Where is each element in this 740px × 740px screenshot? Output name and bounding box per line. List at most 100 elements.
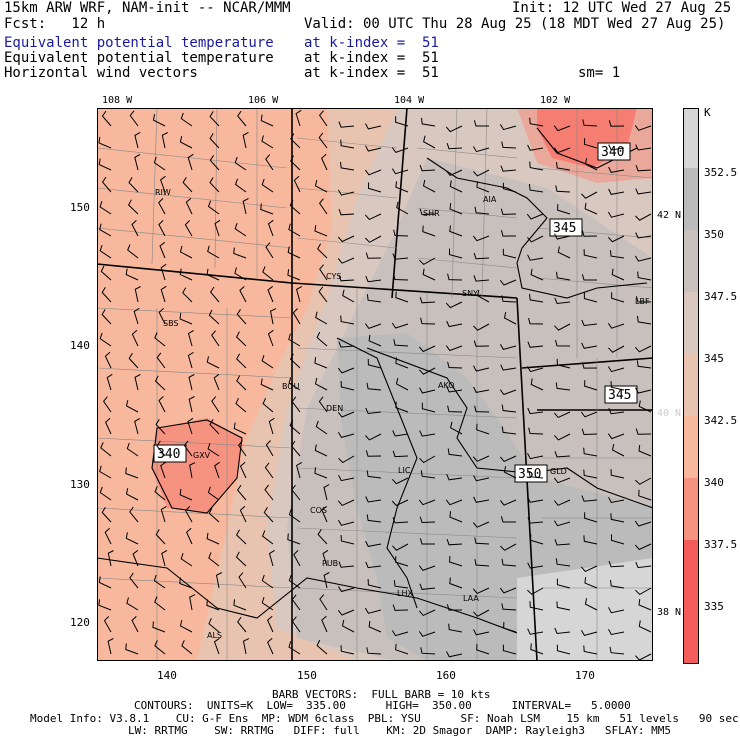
wind-barb bbox=[472, 521, 490, 528]
fill-region-3525 bbox=[517, 558, 653, 661]
wind-barb bbox=[473, 629, 490, 636]
wind-barb bbox=[447, 405, 463, 413]
wind-barb bbox=[395, 556, 409, 567]
wind-barb bbox=[235, 529, 247, 545]
wind-barb bbox=[528, 427, 544, 435]
wind-barb bbox=[527, 496, 544, 503]
wind-barb bbox=[581, 428, 598, 436]
wind-barb bbox=[320, 153, 328, 171]
wind-barb bbox=[209, 111, 220, 127]
valid-time: Valid: 00 UTC Thu 28 Aug 25 (18 MDT Wed … bbox=[304, 16, 726, 32]
wind-barb bbox=[365, 450, 382, 457]
wind-barb bbox=[185, 197, 193, 215]
wind-barb bbox=[208, 507, 220, 523]
wind-barb bbox=[160, 461, 166, 479]
wind-barb bbox=[500, 516, 516, 523]
wind-barb bbox=[553, 147, 571, 154]
wind-barb bbox=[242, 198, 249, 215]
wind-barb bbox=[365, 145, 382, 152]
wind-barb bbox=[289, 419, 301, 435]
wind-barb bbox=[106, 373, 113, 391]
wind-barb bbox=[101, 287, 112, 303]
contour-lines bbox=[97, 127, 653, 634]
wind-barb bbox=[365, 540, 382, 547]
cbar-seg bbox=[683, 168, 699, 230]
wind-barb bbox=[418, 565, 436, 571]
wind-barb bbox=[264, 462, 274, 479]
field-3-level: at k-index = 51 bbox=[304, 65, 439, 81]
wind-barb bbox=[556, 644, 571, 655]
wind-barb bbox=[337, 235, 355, 243]
colorbar-label: 352.5 bbox=[704, 166, 738, 179]
wind-barb bbox=[553, 411, 571, 419]
wind-barb bbox=[449, 511, 463, 523]
wind-barb bbox=[554, 627, 571, 635]
wind-barb bbox=[447, 273, 463, 281]
wind-barb bbox=[635, 144, 652, 151]
wind-barb bbox=[184, 220, 193, 237]
wind-barb bbox=[422, 179, 436, 193]
wind-barb bbox=[584, 202, 598, 215]
wind-barb bbox=[611, 534, 625, 545]
wind-barb bbox=[99, 486, 112, 501]
wind-barb bbox=[235, 331, 247, 347]
wind-barb bbox=[499, 455, 517, 463]
wind-barb bbox=[156, 440, 166, 457]
wind-barb bbox=[635, 477, 652, 485]
wind-barb bbox=[315, 311, 328, 325]
wind-barb bbox=[160, 175, 166, 193]
wind-barb bbox=[473, 120, 489, 127]
wind-barb bbox=[499, 389, 517, 396]
wind-barb bbox=[392, 604, 409, 611]
wind-barb bbox=[207, 486, 220, 501]
model-title: 15km ARW WRF, NAM-init -- NCAR/MMM bbox=[4, 0, 291, 16]
wind-barb bbox=[268, 549, 275, 567]
wind-barb bbox=[314, 467, 328, 479]
wind-barb bbox=[125, 467, 139, 479]
wind-barb bbox=[366, 470, 382, 479]
wind-barb bbox=[235, 551, 247, 567]
wind-barb bbox=[340, 534, 355, 545]
wind-barb bbox=[395, 181, 409, 193]
wind-barb bbox=[153, 574, 166, 589]
wind-barb bbox=[242, 638, 250, 655]
wind-barb bbox=[314, 444, 328, 457]
wind-barb bbox=[180, 112, 193, 127]
wind-barb bbox=[238, 572, 247, 589]
wind-barb bbox=[100, 265, 112, 281]
wind-barb bbox=[134, 374, 141, 391]
wind-barb bbox=[129, 572, 139, 589]
wind-barb bbox=[338, 121, 355, 128]
wind-barb bbox=[156, 352, 166, 369]
wind-barb bbox=[290, 133, 301, 149]
grid-y-label: 150 bbox=[70, 201, 90, 214]
wind-barb bbox=[288, 508, 301, 523]
wind-barb bbox=[98, 599, 112, 611]
wind-barb bbox=[473, 275, 490, 282]
wind-barb bbox=[158, 396, 166, 413]
wind-barb bbox=[634, 543, 652, 551]
wind-barb bbox=[474, 537, 490, 545]
wind-barb bbox=[160, 285, 167, 303]
wind-barb bbox=[263, 507, 274, 523]
lon-label: 104 W bbox=[394, 95, 425, 106]
wind-barb bbox=[125, 399, 139, 413]
wind-barb bbox=[447, 361, 463, 369]
station-gxv: GXV bbox=[193, 451, 211, 460]
wind-barb bbox=[499, 279, 517, 286]
wind-barb bbox=[473, 475, 490, 482]
wind-barb bbox=[233, 247, 247, 259]
wind-barb bbox=[638, 445, 652, 457]
wind-barb bbox=[499, 499, 517, 506]
cbar-seg bbox=[683, 478, 699, 540]
wind-barb bbox=[527, 517, 544, 524]
wind-barb bbox=[104, 351, 112, 369]
wind-barb bbox=[321, 615, 328, 633]
wind-barb bbox=[610, 513, 625, 523]
wind-barb bbox=[155, 419, 166, 435]
wind-barb bbox=[553, 125, 571, 132]
wind-barb bbox=[395, 643, 409, 655]
field-1-level: at k-index = 51 bbox=[304, 35, 439, 51]
wind-barb bbox=[608, 607, 625, 614]
wind-barb bbox=[445, 345, 463, 352]
